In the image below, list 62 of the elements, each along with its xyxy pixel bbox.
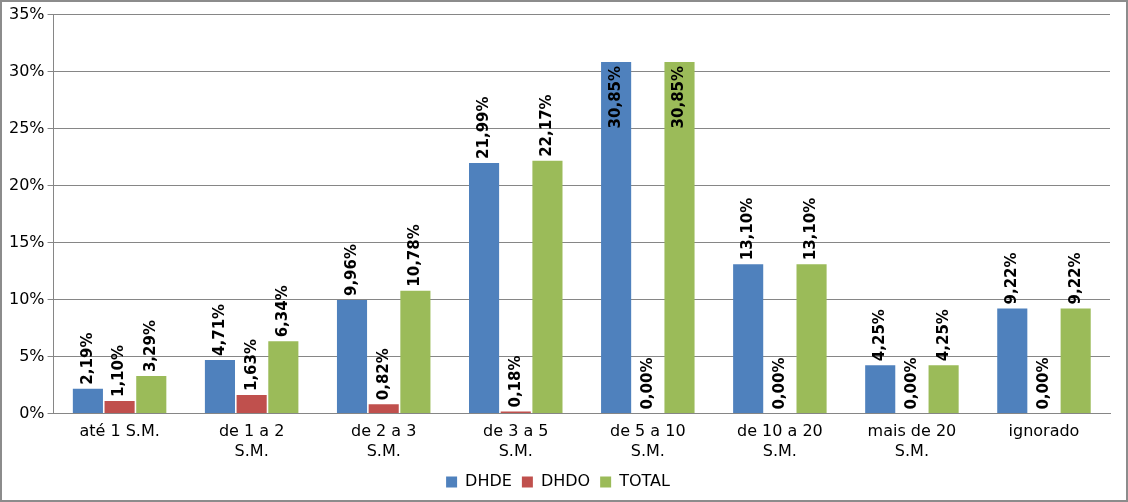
bar bbox=[469, 162, 500, 414]
data-label: 9,96% bbox=[341, 244, 360, 297]
legend-label: DHDE bbox=[465, 471, 512, 491]
x-tick-label: mais de 20 S.M. bbox=[867, 421, 957, 460]
bar bbox=[104, 401, 135, 414]
bar bbox=[1060, 308, 1091, 414]
bar bbox=[733, 264, 764, 414]
bar bbox=[268, 341, 299, 414]
data-label: 2,19% bbox=[77, 332, 96, 385]
bar bbox=[336, 300, 368, 414]
bar bbox=[928, 365, 959, 414]
bar bbox=[72, 388, 103, 414]
data-label: 0,00% bbox=[1033, 357, 1052, 410]
x-tick-label: de 1 a 2 S.M. bbox=[218, 421, 285, 460]
y-tick-label: 30% bbox=[9, 60, 45, 80]
data-label: 9,22% bbox=[1002, 252, 1021, 305]
data-label: 4,25% bbox=[933, 309, 952, 362]
legend-label: TOTAL bbox=[618, 471, 670, 491]
data-label: 13,10% bbox=[738, 197, 757, 261]
data-label: 1,10% bbox=[109, 345, 128, 398]
data-label: 0,82% bbox=[373, 348, 392, 401]
y-tick-label: 5% bbox=[19, 345, 45, 365]
y-tick-label: 35% bbox=[9, 3, 45, 23]
x-tick-label: ignorado bbox=[1008, 421, 1080, 441]
data-label: 3,29% bbox=[141, 320, 160, 373]
y-tick-label: 0% bbox=[19, 402, 45, 422]
data-label: 9,22% bbox=[1065, 252, 1084, 305]
data-label: 10,78% bbox=[405, 224, 424, 287]
data-label: 0,18% bbox=[505, 355, 524, 408]
bar bbox=[204, 359, 236, 414]
x-tick-label: até 1 S.M. bbox=[79, 421, 160, 441]
data-label: 30,85% bbox=[606, 65, 625, 129]
bar bbox=[796, 264, 827, 414]
x-tick-label: de 3 a 5 S.M. bbox=[483, 421, 549, 460]
bar bbox=[601, 61, 632, 414]
bar bbox=[236, 395, 267, 414]
bar bbox=[136, 376, 167, 414]
data-label: 30,85% bbox=[669, 65, 688, 129]
data-label: 6,34% bbox=[273, 285, 292, 338]
bar bbox=[532, 160, 563, 414]
data-label: 4,25% bbox=[870, 309, 889, 362]
bar bbox=[865, 365, 896, 414]
data-label: 0,00% bbox=[901, 357, 920, 410]
data-label: 1,63% bbox=[241, 338, 260, 392]
legend-label: DHDO bbox=[540, 471, 591, 491]
bar bbox=[664, 61, 695, 414]
bar bbox=[400, 290, 431, 414]
bar bbox=[368, 404, 399, 414]
y-tick-label: 10% bbox=[9, 288, 45, 308]
y-tick-label: 25% bbox=[9, 117, 45, 137]
data-label: 13,10% bbox=[801, 197, 820, 261]
x-tick-label: de 5 a 10 S.M. bbox=[610, 421, 686, 460]
data-label: 22,17% bbox=[537, 94, 556, 157]
y-tick-label: 20% bbox=[9, 174, 45, 194]
y-tick-label: 15% bbox=[9, 231, 45, 251]
data-label: 4,71% bbox=[209, 303, 228, 356]
data-label: 0,00% bbox=[769, 357, 788, 410]
data-label: 21,99% bbox=[473, 96, 492, 159]
bar bbox=[997, 308, 1028, 414]
x-tick-label: de 2 a 3 S.M. bbox=[350, 421, 417, 460]
x-tick-label: de 10 a 20 S.M. bbox=[736, 421, 823, 460]
data-label: 0,00% bbox=[637, 357, 656, 410]
